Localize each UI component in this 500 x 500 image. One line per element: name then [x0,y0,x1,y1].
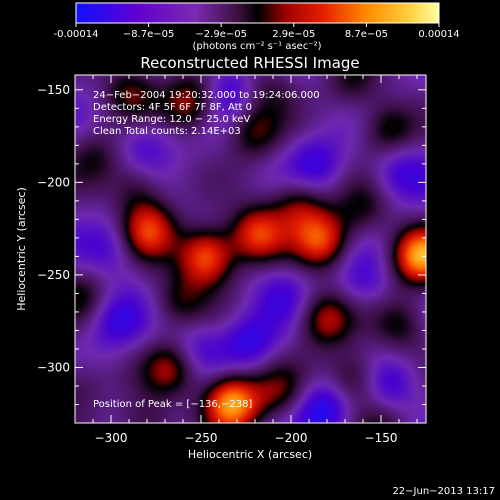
y-tick-label: −150 [37,83,70,97]
colorbar-ticks: -0.00014 −8.7e−05 −2.9e−05 2.9e−05 8.7e−05 0.… [54,23,460,40]
y-tick-label: −300 [37,360,70,374]
colorbar-tick-label: 0.00014 [418,29,459,40]
y-tick-label: −250 [37,268,70,282]
info-date: 24−Feb−2004 19:20:32.000 to 19:24:06.000 [93,90,320,101]
colorbar [75,2,440,24]
colorbar-tick-label: −2.9e−05 [195,29,247,40]
colorbar-tick-label: 2.9e−05 [272,29,315,40]
colorbar-tick-label: 8.7e−05 [345,29,388,40]
info-detectors: Detectors: 4F 5F 6F 7F 8F, Att 0 [93,102,252,113]
y-tick-label: −200 [37,175,70,189]
info-block: 24−Feb−2004 19:20:32.000 to 19:24:06.000… [93,90,320,137]
x-tick-label: −300 [95,431,128,445]
x-tick-label: −250 [185,431,218,445]
peak-label: Position of Peak = [−136,−238] [93,399,252,410]
colorbar-units: (photons cm⁻² s⁻¹ asec⁻²) [192,41,321,52]
x-axis-label: Heliocentric X (arcsec) [188,448,312,461]
footer-timestamp: 22−Jun−2013 13:17 [392,486,495,497]
x-tick-label: −200 [275,431,308,445]
axes: −300 −250 −200 −150 −300 −250 −200 −150 [37,75,426,445]
info-energy: Energy Range: 12.0 − 25.0 keV [93,114,250,125]
chart-title: Reconstructed RHESSI Image [140,54,359,72]
plot-frame [74,74,427,424]
colorbar-tick-label: −8.7e−05 [123,29,175,40]
heatmap-image [75,75,426,423]
y-axis-label: Heliocentric Y (arcsec) [15,187,28,311]
colorbar-tick-label: -0.00014 [54,29,99,40]
x-tick-label: −150 [365,431,398,445]
info-counts: Clean Total counts: 2.14E+03 [93,126,241,137]
